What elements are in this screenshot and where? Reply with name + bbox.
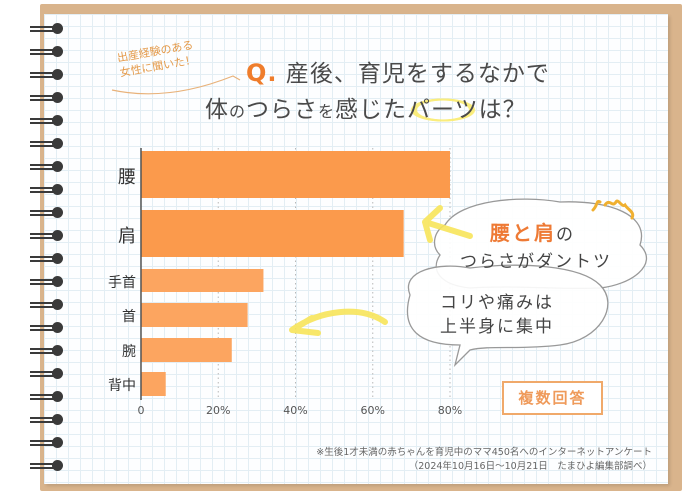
spiral-ring (30, 299, 64, 311)
category-label: 背中 (108, 378, 136, 394)
callout-line4: 上半身に集中 (440, 317, 554, 337)
callout-headline: 腰と肩の (490, 217, 575, 246)
title-part: 感じた (335, 97, 408, 123)
spiral-ring (30, 345, 64, 357)
spiral-ring (30, 460, 64, 472)
spiral-ring (30, 184, 64, 196)
category-label: 肩 (118, 225, 136, 247)
bar-1 (141, 210, 404, 257)
spiral-ring (30, 46, 64, 58)
footnote-line2: （2024年10月16日～10月21日 たまひよ編集部調べ） (408, 461, 652, 472)
spiral-ring (30, 253, 64, 265)
bar-4 (141, 338, 232, 362)
callout-line3: コリや痛みは (440, 293, 554, 313)
bar-5 (141, 372, 166, 396)
tag-underline (111, 75, 241, 95)
multiple-answer-badge: 複数回答 (502, 381, 603, 415)
category-label: 腕 (122, 344, 136, 360)
title-part: 体 (205, 97, 229, 123)
footnote-line1: ※生後1才未満の赤ちゃんを育児中のママ450名へのインターネットアンケート (316, 447, 652, 458)
x-tick-label: 80% (437, 404, 463, 417)
callout-highlight: 腰と肩 (490, 221, 556, 245)
spiral-ring (30, 69, 64, 81)
title-line2: 体のつらさを感じたパーツは？ (205, 90, 527, 124)
callout-line2: つらさがダントツ (460, 252, 612, 272)
spiral-ring (30, 115, 64, 127)
spiral-ring (30, 207, 64, 219)
speech-bubble-bottom (406, 264, 609, 368)
callout-particle: の (556, 225, 575, 245)
spiral-ring (30, 437, 64, 449)
title-part: の (229, 102, 247, 121)
bar-0 (141, 151, 450, 198)
footnote: ※生後1才未満の赤ちゃんを育児中のママ450名へのインターネットアンケート （2… (316, 444, 652, 472)
x-tick-label: 40% (283, 404, 308, 417)
q-mark: Q. (246, 59, 278, 87)
title-text1: 産後、育児をするなかで (285, 61, 550, 87)
title-part: を (318, 102, 336, 121)
spiral-ring (30, 276, 64, 288)
x-tick-label: 60% (360, 404, 385, 417)
emphasis-squiggle-icon (591, 199, 635, 220)
title-line1: Q. 産後、育児をするなかで (246, 54, 550, 88)
spiral-ring (30, 92, 64, 104)
category-label: 腰 (118, 166, 136, 188)
title-highlight: パーツ (407, 97, 479, 123)
bar-3 (141, 303, 248, 327)
spiral-ring (30, 368, 64, 380)
category-label: 首 (122, 309, 136, 325)
spiral-ring (30, 138, 64, 150)
spiral-ring (30, 414, 64, 426)
spiral-ring (30, 161, 64, 173)
spiral-ring (30, 230, 64, 242)
spiral-ring (30, 391, 64, 403)
x-tick-label: 20% (206, 404, 231, 417)
spiral-ring (30, 322, 64, 334)
category-label: 手首 (108, 274, 136, 291)
arrow-up-icon (422, 205, 473, 243)
bar-2 (141, 269, 264, 292)
arrow-left-icon (289, 308, 388, 336)
spiral-ring (30, 23, 64, 35)
title-part: つらさ (246, 97, 319, 123)
title-part: は？ (478, 97, 527, 123)
x-tick-label: 0 (137, 404, 145, 417)
